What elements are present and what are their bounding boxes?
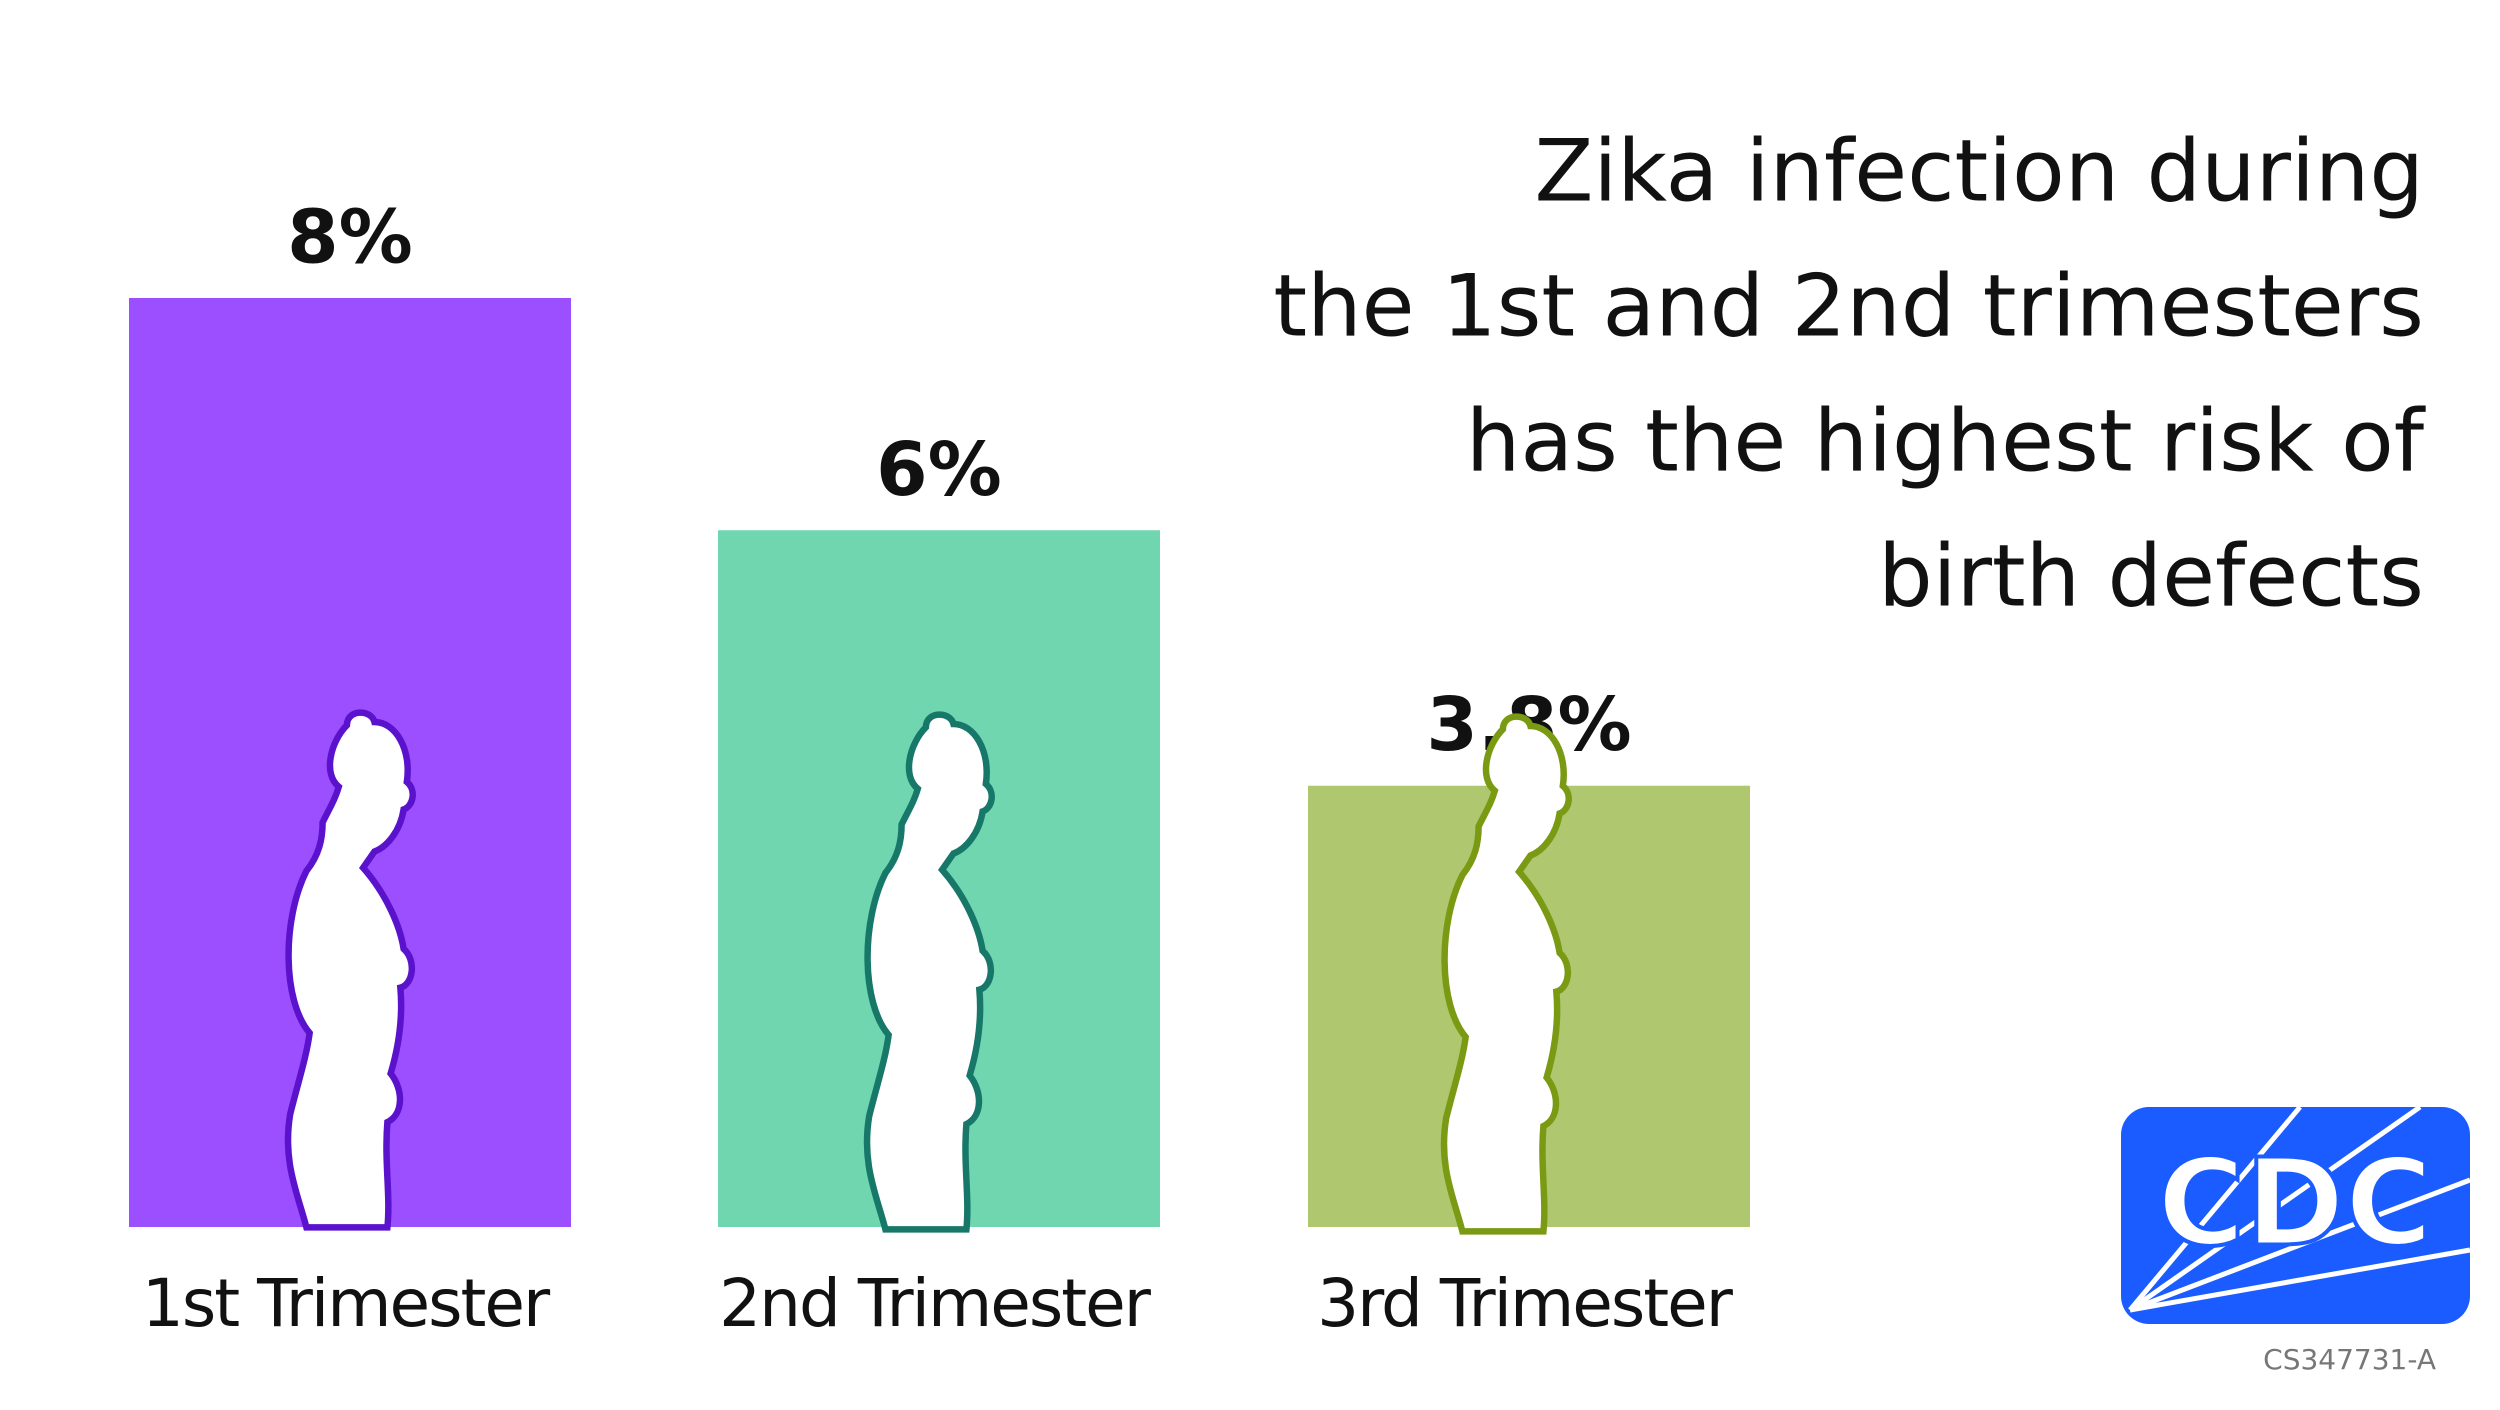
title: Zika infection during the 1st and 2nd tri… [1273,121,2425,626]
title-line: has the highest risk of [1466,391,2426,491]
title-line: the 1st and 2nd trimesters [1273,256,2424,356]
logo-text: CDC [2157,1135,2433,1274]
logo-rays [2128,1104,2471,1313]
value-label: 8% [287,195,413,281]
x-tick-label: 1st Trimester [142,1265,551,1342]
logo-background [2121,1107,2470,1324]
value-label: 6% [876,427,1002,513]
title-line: Zika infection during [1534,121,2424,221]
code-label: CS347731-A [2263,1343,2436,1376]
x-tick-label: 3rd Trimester [1317,1265,1734,1342]
title-line: birth defects [1878,526,2424,626]
x-tick-label: 2nd Trimester [719,1265,1152,1342]
cdc-logo: CDC [2121,1104,2471,1324]
